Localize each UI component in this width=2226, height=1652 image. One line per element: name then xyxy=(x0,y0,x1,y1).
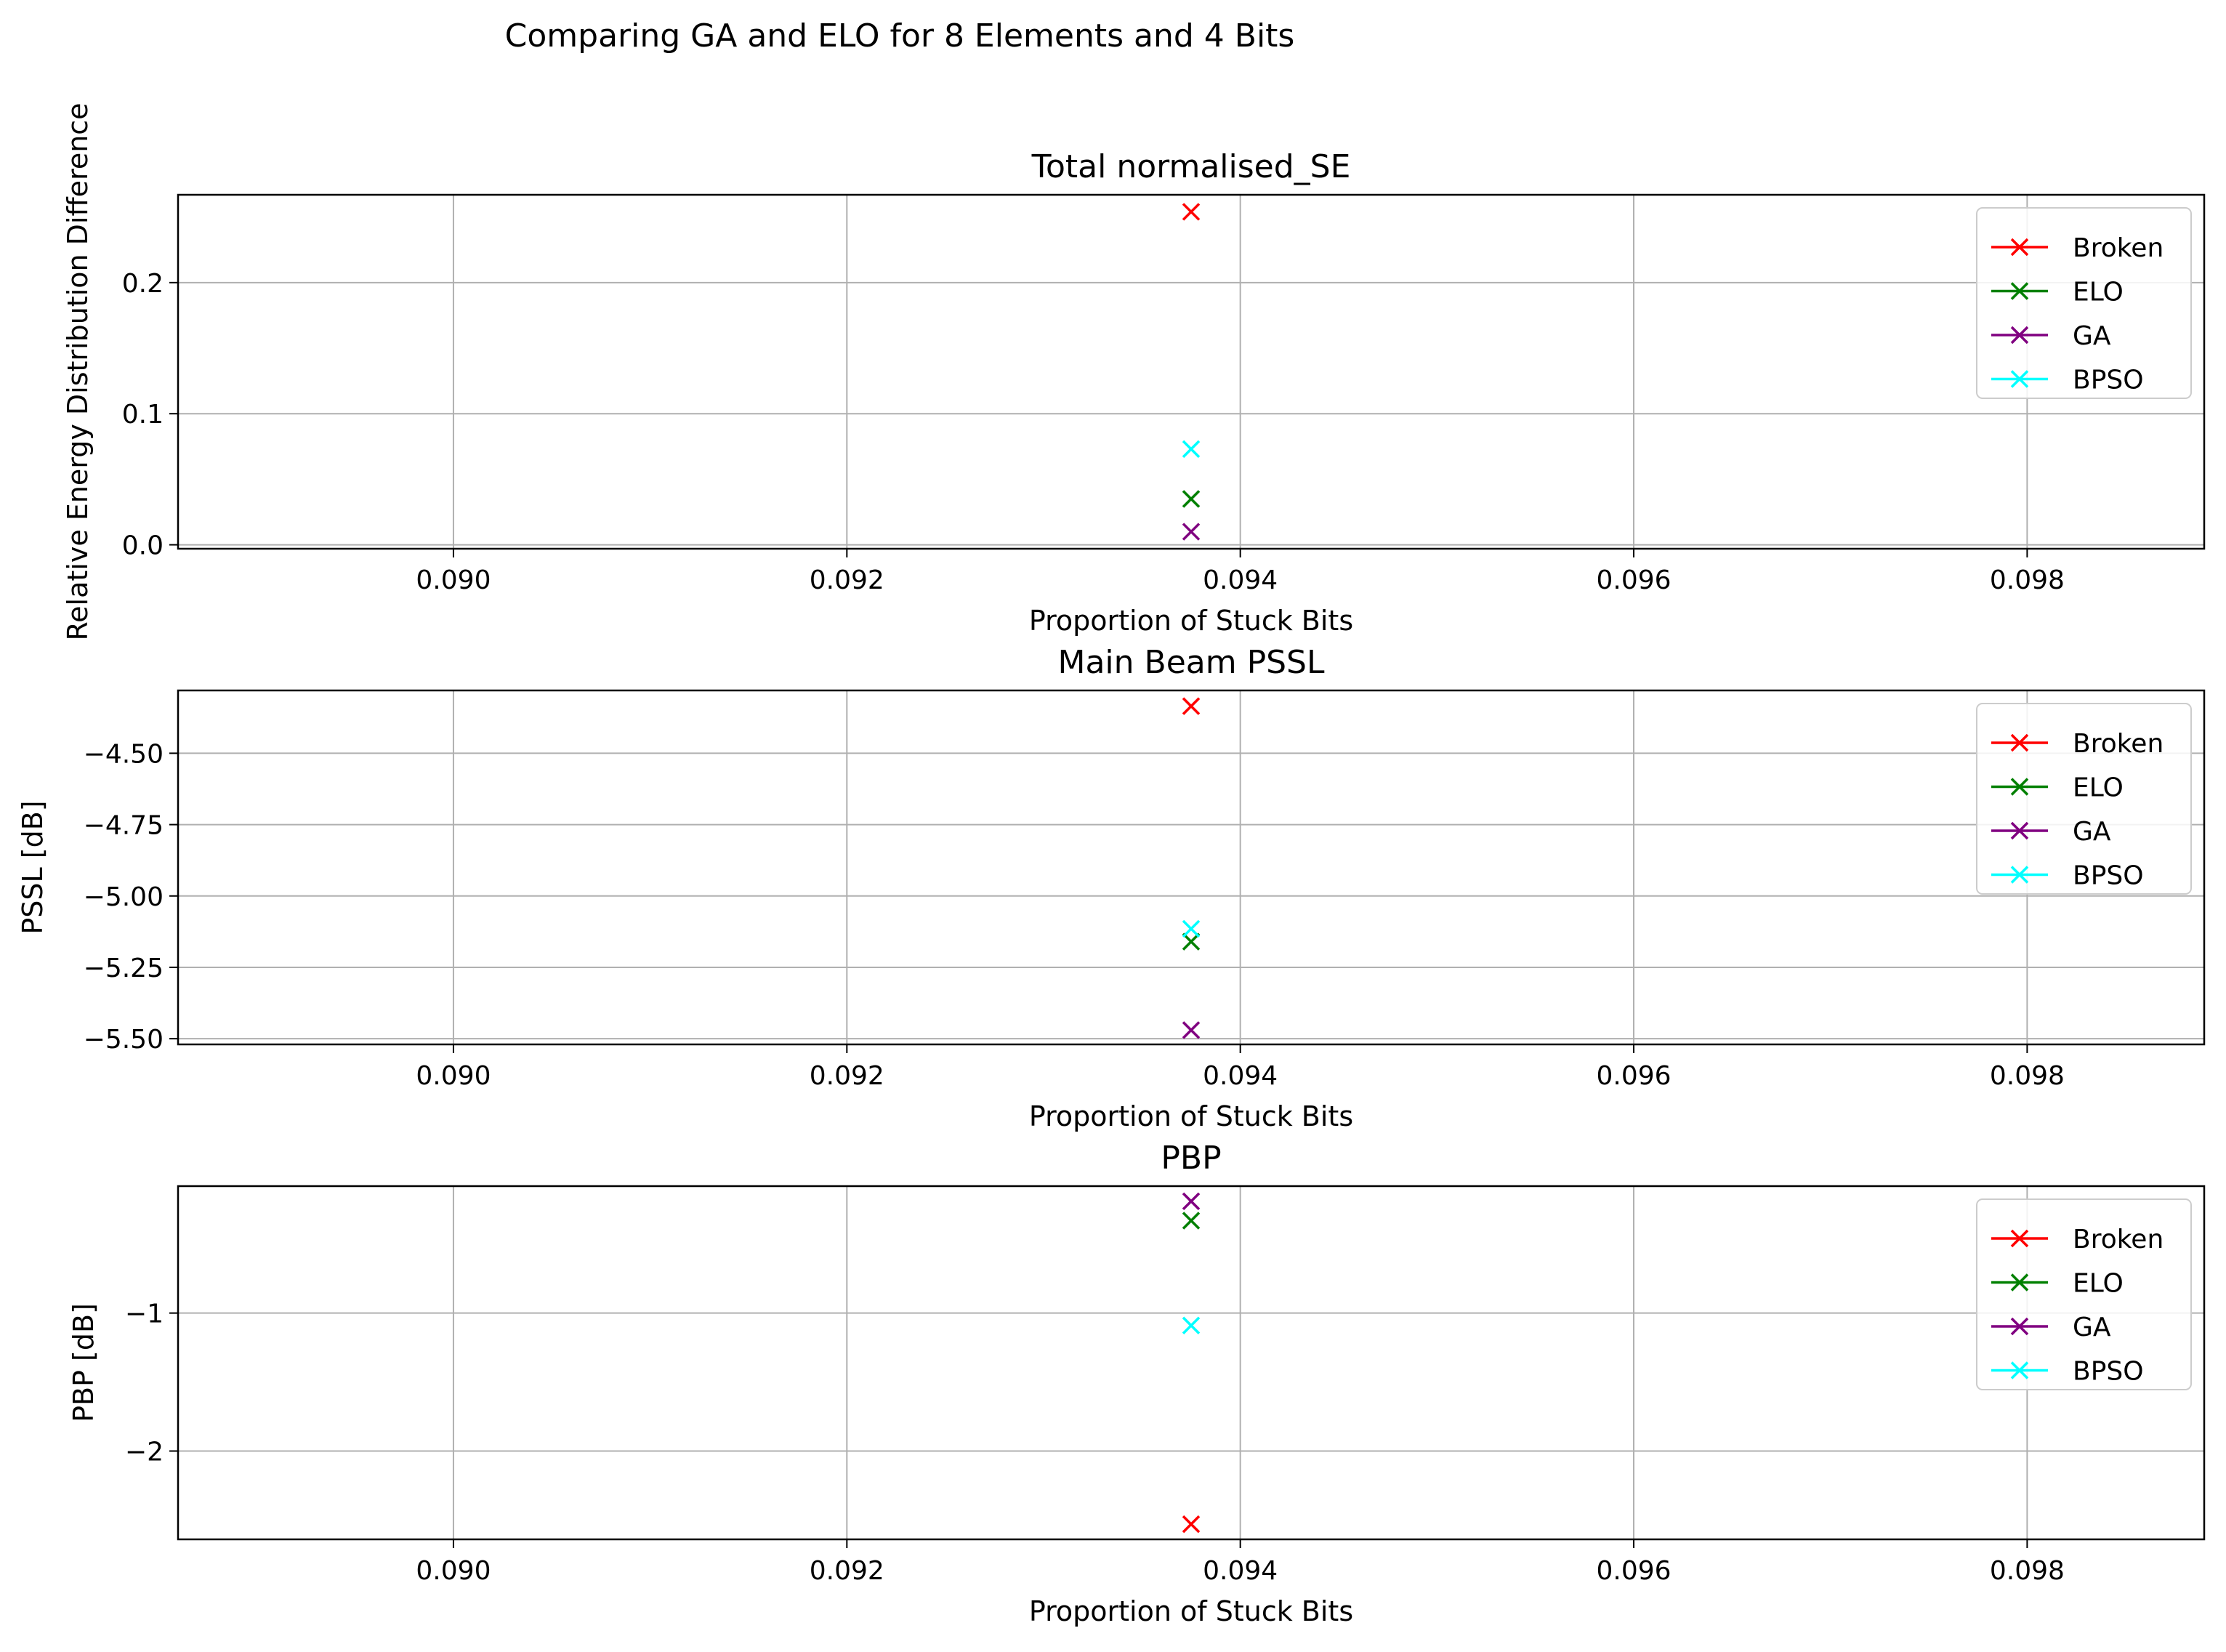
panel-2-x-tick-label-0: 0.090 xyxy=(416,1061,491,1091)
panel-1-legend-marker-bpso xyxy=(2010,370,2029,388)
panel-1-x-tick-label-1: 0.092 xyxy=(810,565,884,595)
panel-3-point-bpso-0 xyxy=(1182,1316,1201,1334)
panel-1-y-tick-label-0: 0.0 xyxy=(122,531,164,561)
panel-1-chart: 0.090 0.092 0.094 0.096 0.098 0.0 0.1 0.2 Total … xyxy=(62,102,2206,641)
panel-2-legend-item-broken: Broken xyxy=(1991,729,2164,759)
panel-2-title: Main Beam PSSL xyxy=(1058,644,1325,681)
panel-2-legend-label-elo: ELO xyxy=(2073,773,2124,803)
panel-3-legend-marker-bpso xyxy=(2010,1361,2029,1379)
panel-1-point-broken-0 xyxy=(1182,203,1201,221)
panel-1-point-elo-0 xyxy=(1182,490,1201,508)
panel-1-x-axis-label: Proportion of Stuck Bits xyxy=(1029,605,1353,637)
panel-1-legend-item-broken: Broken xyxy=(1991,233,2164,263)
panel-3-legend-box xyxy=(1976,1198,2192,1390)
panel-1-legend-item-ga: GA xyxy=(1991,321,2111,351)
panel-3-x-tick-label-4: 0.098 xyxy=(1990,1556,2065,1586)
panel-1-title: Total normalised_SE xyxy=(1031,148,1351,185)
panel-1-legend-marker-broken xyxy=(2010,238,2029,257)
panel-2-legend-marker-ga xyxy=(2010,821,2029,840)
panel-2-point-broken-0 xyxy=(1182,697,1201,715)
panel-3-y-tick-label-1: −2 xyxy=(125,1438,164,1467)
panel-3-x-tick-label-1: 0.092 xyxy=(810,1556,884,1586)
panel-1-legend-item-elo: ELO xyxy=(1991,278,2124,307)
panel-2-y-tick-label-1: −4.75 xyxy=(84,811,164,841)
panel-1-legend-marker-elo xyxy=(2010,282,2029,300)
panel-3-point-broken-0 xyxy=(1182,1515,1201,1534)
panel-2-legend-marker-bpso xyxy=(2010,866,2029,884)
panel-3-legend-item-bpso: BPSO xyxy=(1991,1357,2144,1387)
panel-2-legend-marker-elo xyxy=(2010,778,2029,796)
panel-3-legend-item-elo: ELO xyxy=(1991,1269,2124,1299)
panel-2-legend-marker-broken xyxy=(2010,733,2029,752)
panel-2-y-tick-label-0: −4.50 xyxy=(84,739,164,769)
panel-1-y-tick-label-2: 0.2 xyxy=(122,269,164,299)
panel-1-legend-label-elo: ELO xyxy=(2073,278,2124,307)
panel-3-x-tick-label-0: 0.090 xyxy=(416,1556,491,1586)
panel-2-y-tick-label-4: −5.50 xyxy=(84,1025,164,1055)
panel-2-legend-item-elo: ELO xyxy=(1991,773,2124,803)
panel-2-legend-label-bpso: BPSO xyxy=(2073,861,2144,891)
panel-3-legend-item-ga: GA xyxy=(1991,1313,2111,1342)
panel-3-legend-label-elo: ELO xyxy=(2073,1269,2124,1299)
panel-1-x-tick-label-0: 0.090 xyxy=(416,565,491,595)
figure-title: Comparing GA and ELO for 8 Elements and … xyxy=(505,17,1295,55)
panel-3-legend-label-bpso: BPSO xyxy=(2073,1357,2144,1387)
panel-3-point-ga-0 xyxy=(1182,1192,1201,1211)
panel-2-y-tick-label-2: −5.00 xyxy=(84,882,164,912)
panel-2-x-tick-label-3: 0.096 xyxy=(1596,1061,1671,1091)
panel-1-axes-frame xyxy=(177,193,2206,550)
panel-3-legend-item-broken: Broken xyxy=(1991,1225,2164,1254)
panel-1-legend-label-bpso: BPSO xyxy=(2073,366,2144,395)
panel-3-legend-marker-elo xyxy=(2010,1273,2029,1292)
panel-3-chart: 0.090 0.092 0.094 0.096 0.098 −1 −2 PBP Proporti… xyxy=(68,1140,2206,1627)
panel-1-legend: Broken ELO GA BPSO xyxy=(1976,207,2192,399)
panel-2-x-tick-label-2: 0.094 xyxy=(1203,1061,1278,1091)
panel-3-legend-marker-broken xyxy=(2010,1229,2029,1248)
panel-2-y-axis-label: PSSL [dB] xyxy=(17,800,49,934)
panel-1-point-ga-0 xyxy=(1182,523,1201,541)
panel-1-x-tick-label-3: 0.096 xyxy=(1596,565,1671,595)
panel-2-point-bpso-0 xyxy=(1182,919,1201,938)
panel-2-x-axis-label: Proportion of Stuck Bits xyxy=(1029,1100,1353,1132)
panel-1-legend-box xyxy=(1976,207,2192,399)
panel-2-point-ga-0 xyxy=(1182,1021,1201,1039)
panel-3-point-elo-0 xyxy=(1182,1212,1201,1230)
panel-2-x-tick-label-4: 0.098 xyxy=(1990,1061,2065,1091)
panel-3-axes-frame xyxy=(177,1185,2206,1541)
panel-2-axes-frame xyxy=(177,689,2206,1046)
panel-1-legend-label-broken: Broken xyxy=(2073,233,2164,263)
panel-2-legend-item-ga: GA xyxy=(1991,817,2111,847)
panel-1-legend-label-ga: GA xyxy=(2073,321,2111,351)
panel-2-point-elo-0 xyxy=(1182,932,1201,951)
panel-2-y-tick-label-3: −5.25 xyxy=(84,954,164,983)
panel-1-x-tick-label-2: 0.094 xyxy=(1203,565,1278,595)
panel-3-y-axis-label: PBP [dB] xyxy=(68,1303,100,1422)
panel-3-legend: Broken ELO GA BPSO xyxy=(1976,1198,2192,1390)
panel-2-legend-box xyxy=(1976,703,2192,895)
panel-3-x-tick-label-2: 0.094 xyxy=(1203,1556,1278,1586)
panel-3-x-tick-label-3: 0.096 xyxy=(1596,1556,1671,1586)
panel-1-y-tick-label-1: 0.1 xyxy=(122,400,164,430)
panel-2-legend: Broken ELO GA BPSO xyxy=(1976,703,2192,895)
panel-1-point-bpso-0 xyxy=(1182,440,1201,459)
panel-3-legend-label-ga: GA xyxy=(2073,1313,2111,1342)
panel-1-x-tick-label-4: 0.098 xyxy=(1990,565,2065,595)
panel-3-legend-marker-ga xyxy=(2010,1317,2029,1336)
panel-1-y-axis-label: Relative Energy Distribution Difference xyxy=(62,102,94,640)
panel-2-legend-label-ga: GA xyxy=(2073,817,2111,847)
panel-2-x-tick-label-1: 0.092 xyxy=(810,1061,884,1091)
panel-1-legend-item-bpso: BPSO xyxy=(1991,366,2144,395)
panel-3-title: PBP xyxy=(1161,1140,1221,1177)
panel-3-x-axis-label: Proportion of Stuck Bits xyxy=(1029,1595,1353,1627)
panel-2-legend-label-broken: Broken xyxy=(2073,729,2164,759)
panel-3-legend-label-broken: Broken xyxy=(2073,1225,2164,1254)
panel-2-chart: 0.090 0.092 0.094 0.096 0.098 −4.50 −4.75 −5.00… xyxy=(17,644,2206,1132)
panel-3-y-tick-label-0: −1 xyxy=(125,1300,164,1329)
panel-2-legend-item-bpso: BPSO xyxy=(1991,861,2144,891)
panel-1-legend-marker-ga xyxy=(2010,326,2029,344)
